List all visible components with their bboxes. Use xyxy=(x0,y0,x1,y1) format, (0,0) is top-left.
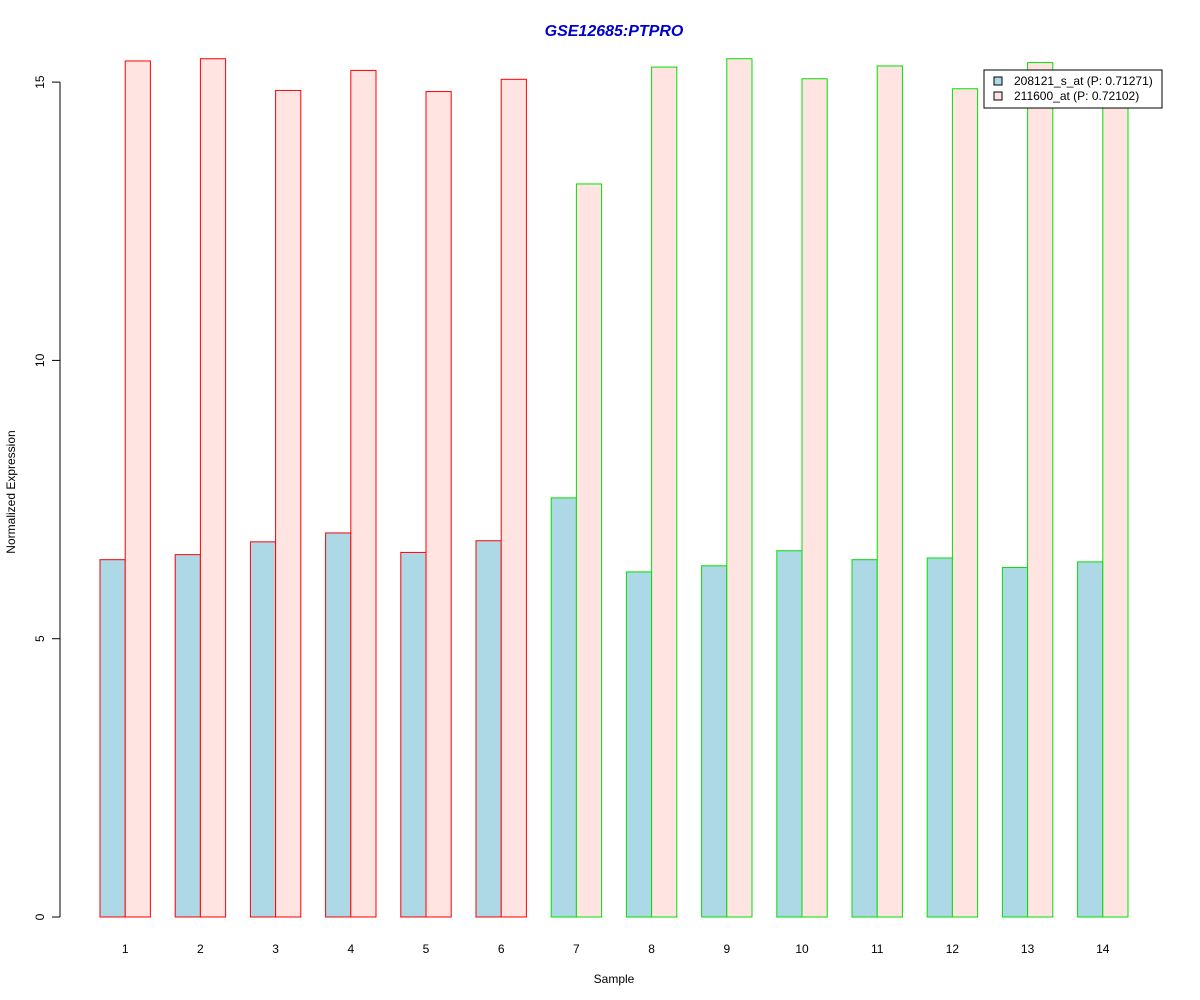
bars xyxy=(99,58,1129,918)
y-axis-label: Normalized Expression xyxy=(4,430,18,553)
bar-sample-13-series-1 xyxy=(1001,566,1029,918)
legend: 208121_s_at (P: 0.71271)211600_at (P: 0.… xyxy=(983,69,1163,109)
y-tick-label: 5 xyxy=(33,635,47,642)
x-tick-label: 1 xyxy=(122,942,129,956)
bar-sample-4-series-1 xyxy=(325,532,352,918)
bar-sample-11-series-1 xyxy=(851,559,878,918)
bar-sample-2-series-1 xyxy=(174,554,201,918)
x-tick-label: 8 xyxy=(648,942,655,956)
bar-sample-11-series-2 xyxy=(876,65,903,918)
legend-box xyxy=(983,69,1163,109)
legend-swatch-1 xyxy=(993,76,1003,86)
x-tick-label: 13 xyxy=(1021,942,1035,956)
x-tick-label: 3 xyxy=(272,942,279,956)
x-tick-label: 12 xyxy=(946,942,960,956)
y-axis: 0 5 10 15 xyxy=(33,75,61,920)
x-tick-label: 9 xyxy=(723,942,730,956)
bar-sample-7-series-1 xyxy=(550,497,577,918)
x-tick-label: 7 xyxy=(573,942,580,956)
bar-sample-9-series-2 xyxy=(726,58,753,918)
y-tick-label: 0 xyxy=(33,913,47,920)
bar-sample-13-series-2 xyxy=(1027,62,1054,918)
bar-sample-12-series-1 xyxy=(926,557,953,918)
chart-title: GSE12685:PTPRO xyxy=(545,23,684,40)
bar-sample-9-series-1 xyxy=(701,565,728,918)
bar-sample-1-series-1 xyxy=(99,559,126,918)
bar-sample-6-series-2 xyxy=(500,78,527,918)
legend-label-1: 208121_s_at (P: 0.71271) xyxy=(1014,74,1153,88)
x-tick-label: 4 xyxy=(347,942,354,956)
bar-sample-7-series-2 xyxy=(575,183,603,918)
bar-sample-5-series-2 xyxy=(425,91,452,918)
x-tick-label: 6 xyxy=(498,942,505,956)
bar-sample-6-series-1 xyxy=(475,540,502,918)
x-tick-labels: 1 2 3 4 5 6 7 8 9 10 11 12 13 14 xyxy=(122,942,1110,956)
y-tick-label: 15 xyxy=(33,75,47,89)
bar-sample-14-series-1 xyxy=(1077,561,1104,918)
bar-sample-10-series-2 xyxy=(801,78,828,918)
x-tick-label: 11 xyxy=(871,942,884,956)
bar-sample-5-series-1 xyxy=(400,551,427,918)
bar-sample-8-series-2 xyxy=(651,66,678,918)
x-axis-label: Sample xyxy=(594,972,635,986)
bar-sample-1-series-2 xyxy=(124,60,151,918)
x-tick-label: 2 xyxy=(197,942,204,956)
legend-label-2: 211600_at (P: 0.72102) xyxy=(1014,89,1139,103)
legend-swatch-2 xyxy=(993,91,1003,101)
bar-sample-3-series-2 xyxy=(275,89,302,918)
bar-sample-14-series-2 xyxy=(1102,103,1129,918)
bar-sample-3-series-1 xyxy=(249,541,277,918)
bar-sample-4-series-2 xyxy=(350,69,377,918)
x-tick-label: 10 xyxy=(795,942,809,956)
x-tick-label: 5 xyxy=(423,942,430,956)
bar-sample-12-series-2 xyxy=(951,88,979,918)
bar-sample-8-series-1 xyxy=(625,571,653,918)
y-tick-label: 10 xyxy=(33,353,47,367)
bar-sample-2-series-2 xyxy=(199,58,227,918)
x-tick-label: 14 xyxy=(1096,942,1110,956)
bar-sample-10-series-1 xyxy=(776,550,803,918)
